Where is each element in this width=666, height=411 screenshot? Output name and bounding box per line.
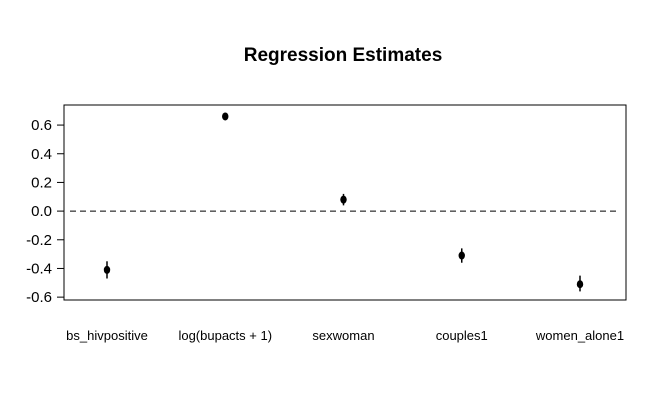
chart-title: Regression Estimates [244,45,443,66]
estimate-point [103,265,111,274]
y-tick-label: -0.4 [26,260,52,277]
category-label: couples1 [436,328,488,343]
estimate-point [340,195,347,204]
category-label: log(bupacts + 1) [178,328,272,343]
category-label: bs_hivpositive [66,328,148,343]
y-tick-label: 0.6 [31,117,52,134]
y-tick-label: 0.4 [31,146,52,163]
y-tick-label: -0.6 [26,289,52,306]
y-tick-label: -0.2 [26,232,52,249]
category-label: women_alone1 [535,328,624,343]
category-labels: bs_hivpositive log(bupacts + 1) sexwoman co… [66,328,624,343]
y-tick-label: 0.2 [31,174,52,191]
category-label: sexwoman [312,328,374,343]
estimate-point [458,251,465,260]
estimate-point [222,112,229,121]
estimate-point [576,280,584,289]
y-axis: -0.6 -0.4 -0.2 0.0 0.2 0.4 0.6 [26,117,65,306]
y-tick-label: 0.0 [31,203,52,220]
estimate-marks [103,112,584,292]
